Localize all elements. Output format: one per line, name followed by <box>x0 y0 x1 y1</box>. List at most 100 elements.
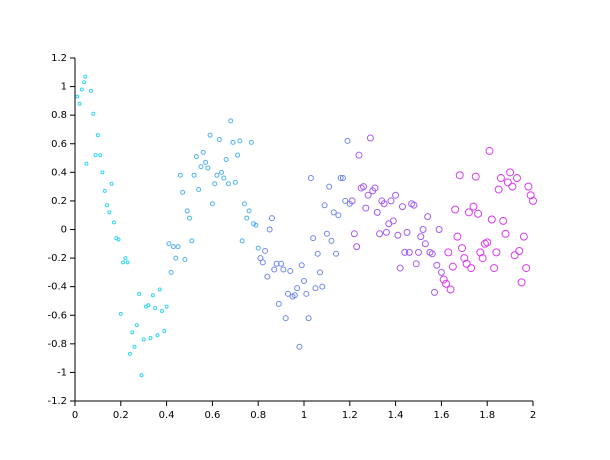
point <box>310 235 317 242</box>
y-tick-label: 0.2 <box>51 196 67 207</box>
x-tick-label: 0.6 <box>204 410 220 421</box>
point <box>298 262 305 269</box>
point <box>235 152 241 158</box>
point <box>153 306 158 311</box>
point <box>280 266 287 273</box>
point <box>82 80 87 85</box>
point <box>177 172 183 178</box>
point <box>348 197 356 205</box>
point <box>321 202 328 209</box>
point <box>91 111 96 116</box>
point <box>75 94 80 99</box>
point <box>146 303 151 308</box>
point <box>264 273 271 280</box>
y-tick-label: 1.2 <box>51 53 67 64</box>
point <box>307 175 314 182</box>
point <box>198 164 204 170</box>
point <box>89 88 94 93</box>
point <box>508 182 517 191</box>
point <box>230 139 236 145</box>
point <box>223 156 229 162</box>
point <box>282 315 289 322</box>
point <box>255 245 261 251</box>
point <box>139 373 144 378</box>
point <box>244 215 250 221</box>
point <box>417 233 425 241</box>
point <box>483 238 492 247</box>
x-tick-label: 2 <box>530 410 536 421</box>
point <box>444 248 453 257</box>
point <box>305 315 312 322</box>
point <box>501 229 510 238</box>
point <box>137 291 142 296</box>
point <box>453 232 462 241</box>
point <box>458 244 467 253</box>
point <box>189 238 195 244</box>
y-tick-label: 0.4 <box>51 167 67 178</box>
y-tick-label: -1.2 <box>47 396 67 407</box>
point <box>314 250 321 257</box>
x-tick-label: 1.2 <box>342 410 358 421</box>
point <box>232 179 238 185</box>
point <box>109 181 114 186</box>
point <box>394 231 402 239</box>
point <box>296 343 303 350</box>
point <box>380 200 388 208</box>
point <box>462 259 471 268</box>
point <box>524 182 533 191</box>
point <box>467 264 476 273</box>
point <box>512 174 521 183</box>
point <box>403 228 411 236</box>
point <box>100 170 105 175</box>
point <box>275 300 282 307</box>
point <box>398 203 406 211</box>
point <box>191 172 197 178</box>
point <box>317 269 324 276</box>
point <box>259 259 266 266</box>
point <box>105 203 110 208</box>
x-tick-label: 1.8 <box>479 410 495 421</box>
point <box>219 169 225 175</box>
point <box>266 226 273 233</box>
point <box>271 266 278 273</box>
point <box>125 260 130 265</box>
point <box>200 149 206 155</box>
point <box>328 237 335 244</box>
point <box>262 247 269 254</box>
point <box>150 293 155 298</box>
point <box>291 292 298 299</box>
point <box>98 153 103 158</box>
point <box>323 230 330 237</box>
point <box>326 183 333 190</box>
point <box>485 146 494 155</box>
point <box>212 181 218 187</box>
x-tick-label: 1.6 <box>433 410 449 421</box>
point <box>410 201 418 209</box>
point <box>469 202 478 211</box>
point <box>494 185 503 194</box>
point <box>371 184 379 192</box>
point <box>170 244 176 250</box>
y-tick-label: -0.8 <box>47 339 67 350</box>
point <box>478 254 487 263</box>
point <box>344 137 351 144</box>
point <box>207 132 213 138</box>
point <box>503 178 512 187</box>
point <box>419 226 427 233</box>
point <box>421 240 429 248</box>
point <box>111 220 116 225</box>
point <box>162 328 167 333</box>
point <box>529 196 537 205</box>
point <box>335 212 342 219</box>
x-tick-label: 0.4 <box>159 410 175 421</box>
point <box>415 248 422 256</box>
x-tick-label: 0.2 <box>113 410 129 421</box>
point <box>294 285 301 292</box>
point <box>355 151 363 159</box>
point <box>392 191 400 199</box>
point <box>116 237 121 242</box>
point <box>492 248 501 257</box>
point <box>396 264 404 272</box>
point <box>203 159 209 165</box>
point <box>79 87 84 92</box>
